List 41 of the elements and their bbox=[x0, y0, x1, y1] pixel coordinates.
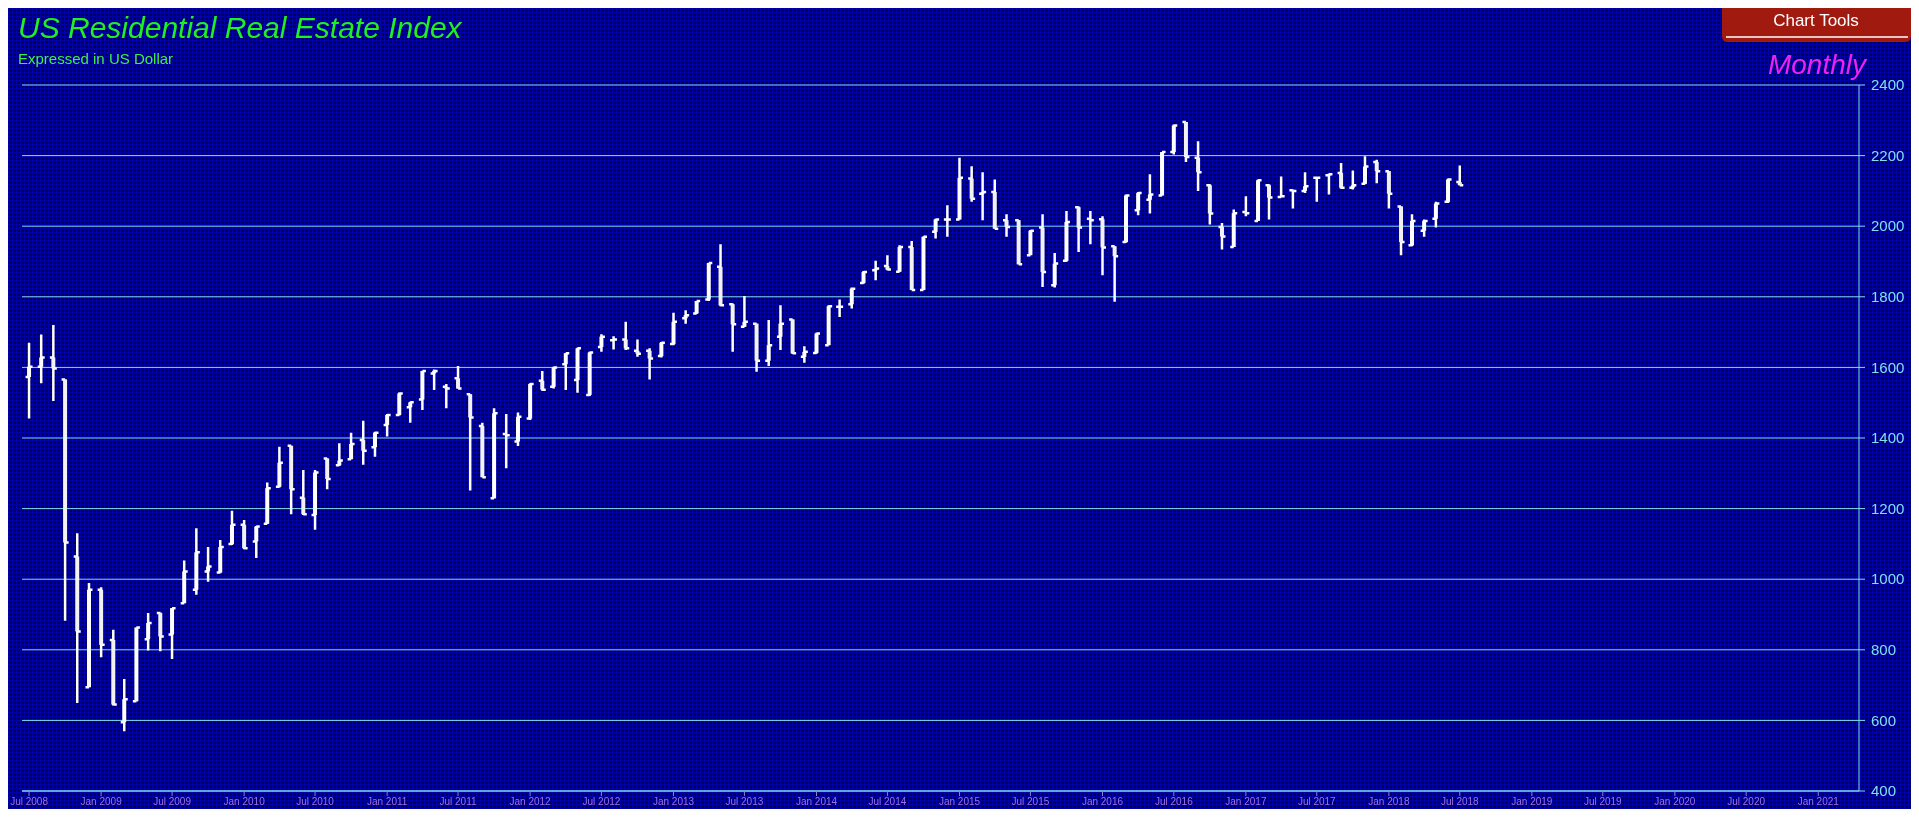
y-tick-label: 800 bbox=[1871, 641, 1897, 659]
x-tick-label: Jan 2009 bbox=[80, 796, 123, 807]
x-tick-label: Jan 2019 bbox=[1511, 796, 1553, 807]
y-tick-label: 1600 bbox=[1871, 358, 1905, 376]
x-tick-label: Jul 2018 bbox=[1440, 796, 1480, 807]
x-tick-label: Jul 2011 bbox=[439, 796, 477, 807]
x-tick-label: Jan 2020 bbox=[1654, 796, 1696, 807]
x-tick-label: Jan 2016 bbox=[1081, 796, 1124, 807]
chart-tools-button: Chart Tools bbox=[1722, 8, 1911, 42]
x-tick-label: Jan 2011 bbox=[366, 796, 408, 807]
x-tick-label: Jan 2017 bbox=[1225, 796, 1267, 807]
x-tick-label: Jul 2015 bbox=[1011, 796, 1050, 807]
x-tick-label: Jul 2009 bbox=[153, 796, 192, 807]
x-tick-label: Jul 2012 bbox=[582, 796, 621, 807]
x-tick-label: Jan 2013 bbox=[652, 796, 695, 807]
y-tick-label: 400 bbox=[1871, 782, 1897, 800]
chart-title: US Residential Real Estate Index bbox=[18, 11, 463, 44]
y-tick-label: 600 bbox=[1871, 711, 1897, 729]
x-tick-label: Jul 2019 bbox=[1583, 796, 1623, 807]
x-tick-label: Jan 2015 bbox=[938, 796, 981, 807]
x-tick-label: Jul 2020 bbox=[1727, 796, 1766, 807]
x-tick-label: Jan 2010 bbox=[223, 796, 266, 807]
x-tick-label: Jul 2017 bbox=[1297, 796, 1337, 807]
y-tick-label: 2000 bbox=[1871, 217, 1905, 235]
x-tick-label: Jan 2012 bbox=[509, 796, 552, 807]
x-tick-label: Jul 2008 bbox=[10, 796, 49, 807]
text: Monthly bbox=[1767, 49, 1868, 80]
y-tick-label: 1400 bbox=[1871, 429, 1905, 447]
y-tick-label: 2400 bbox=[1871, 76, 1905, 94]
chart-subtitle: Expressed in US Dollar bbox=[18, 50, 174, 67]
x-tick-label: Jan 2014 bbox=[795, 796, 838, 807]
x-tick-label: Jul 2014 bbox=[868, 796, 907, 807]
y-tick-label: 2200 bbox=[1871, 146, 1905, 164]
y-tick-label: 1800 bbox=[1871, 288, 1905, 306]
x-tick-label: Jan 2021 bbox=[1797, 796, 1840, 807]
x-tick-label: Jul 2016 bbox=[1154, 796, 1194, 807]
y-tick-label: 1200 bbox=[1871, 499, 1905, 517]
x-tick-label: Jul 2010 bbox=[296, 796, 335, 807]
y-tick-label: 1000 bbox=[1871, 570, 1905, 588]
x-tick-label: Jan 2018 bbox=[1368, 796, 1410, 807]
x-tick-label: Jul 2013 bbox=[725, 796, 764, 807]
